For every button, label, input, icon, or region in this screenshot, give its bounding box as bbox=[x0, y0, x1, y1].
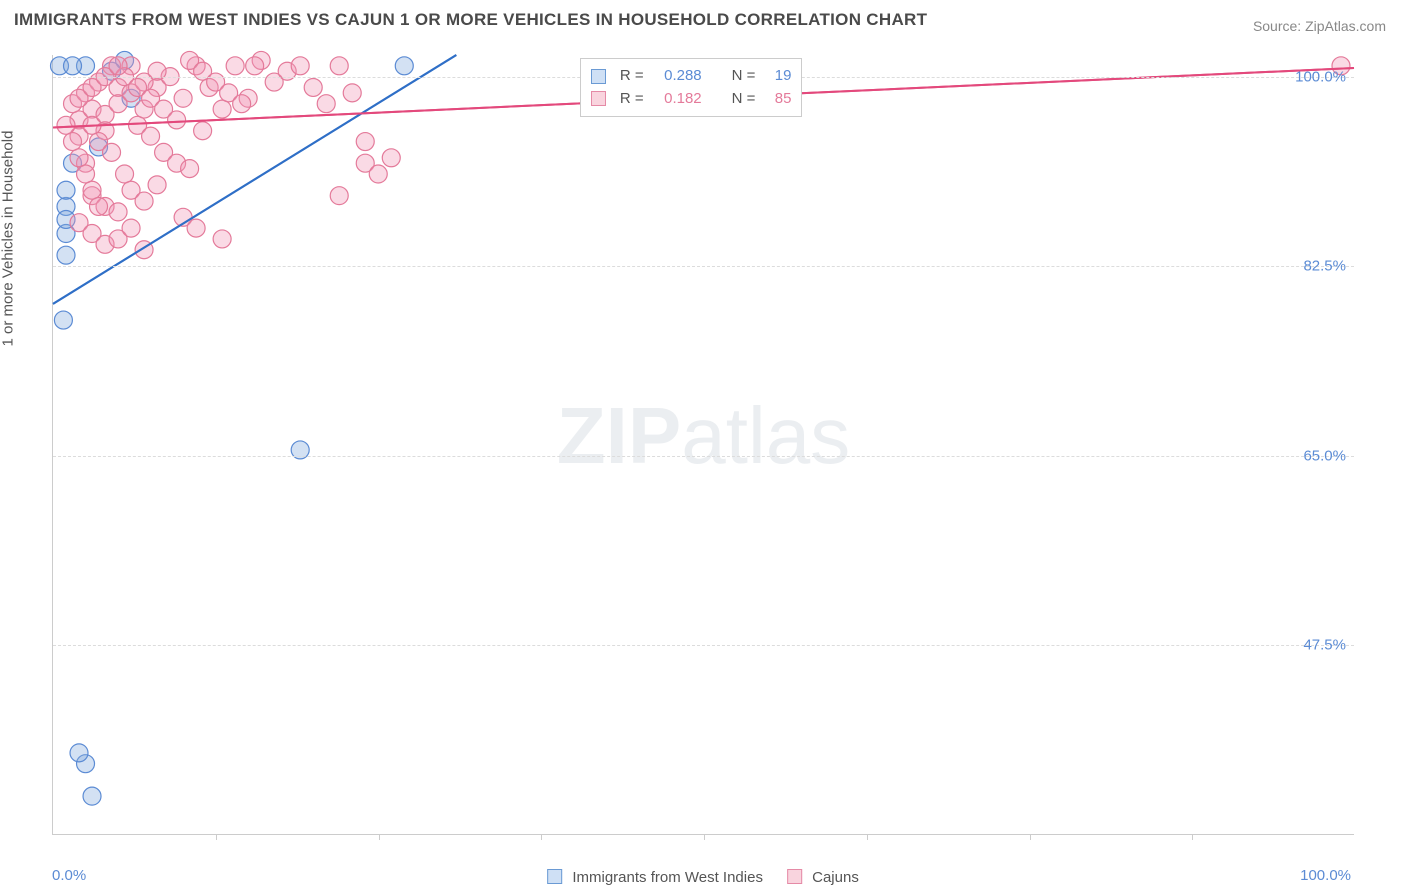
data-point bbox=[64, 133, 82, 151]
legend-stats-swatch bbox=[591, 69, 606, 84]
data-point bbox=[194, 122, 212, 140]
data-point bbox=[213, 100, 231, 118]
data-point bbox=[64, 57, 82, 75]
data-point bbox=[356, 133, 374, 151]
data-point bbox=[174, 89, 192, 107]
x-tick bbox=[1192, 834, 1193, 840]
data-point bbox=[70, 149, 88, 167]
legend-label-b: Cajuns bbox=[812, 869, 859, 886]
data-point bbox=[181, 160, 199, 178]
gridline bbox=[53, 645, 1354, 646]
data-point bbox=[90, 197, 108, 215]
chart-title: IMMIGRANTS FROM WEST INDIES VS CAJUN 1 O… bbox=[14, 10, 927, 30]
legend-stats-row: R = 0.288 N = 19 bbox=[591, 65, 792, 88]
data-point bbox=[382, 149, 400, 167]
data-point bbox=[187, 219, 205, 237]
data-point bbox=[109, 57, 127, 75]
legend-n-label: N = bbox=[732, 65, 756, 88]
data-point bbox=[70, 744, 88, 762]
y-tick-label: 100.0% bbox=[1295, 68, 1346, 85]
legend-r-label: R = bbox=[620, 88, 644, 111]
data-point bbox=[226, 57, 244, 75]
data-point bbox=[103, 143, 121, 161]
data-point bbox=[304, 78, 322, 96]
legend-bottom: Immigrants from West Indies Cajuns bbox=[547, 869, 859, 886]
legend-n-value: 85 bbox=[763, 88, 791, 111]
x-tick bbox=[216, 834, 217, 840]
legend-r-label: R = bbox=[620, 65, 644, 88]
data-point bbox=[116, 165, 134, 183]
data-point bbox=[291, 57, 309, 75]
data-point bbox=[57, 246, 75, 264]
legend-stats-box: R = 0.288 N = 19 R = 0.182 N = 85 bbox=[580, 58, 803, 117]
data-point bbox=[57, 181, 75, 199]
source-attribution: Source: ZipAtlas.com bbox=[1253, 18, 1386, 34]
data-point bbox=[317, 95, 335, 113]
legend-item-series-b: Cajuns bbox=[787, 869, 859, 886]
data-point bbox=[148, 176, 166, 194]
x-axis-max-label: 100.0% bbox=[1300, 867, 1351, 884]
gridline bbox=[53, 456, 1354, 457]
y-axis-title: 1 or more Vehicles in Household bbox=[0, 131, 17, 347]
plot-area: ZIPatlas 100.0%82.5%65.0%47.5% R =0.288N… bbox=[52, 55, 1354, 835]
data-point bbox=[135, 192, 153, 210]
chart-svg bbox=[53, 55, 1354, 834]
data-point bbox=[343, 84, 361, 102]
y-tick-label: 65.0% bbox=[1303, 447, 1346, 464]
legend-item-series-a: Immigrants from West Indies bbox=[547, 869, 763, 886]
data-point bbox=[83, 181, 101, 199]
x-tick bbox=[1030, 834, 1031, 840]
data-point bbox=[142, 127, 160, 145]
legend-n-value: 19 bbox=[763, 65, 791, 88]
data-point bbox=[83, 787, 101, 805]
legend-n-label: N = bbox=[732, 88, 756, 111]
legend-swatch-a bbox=[547, 869, 562, 884]
x-tick bbox=[379, 834, 380, 840]
x-axis-min-label: 0.0% bbox=[52, 867, 86, 884]
data-point bbox=[122, 219, 140, 237]
data-point bbox=[369, 165, 387, 183]
legend-swatch-b bbox=[787, 869, 802, 884]
data-point bbox=[330, 57, 348, 75]
data-point bbox=[109, 203, 127, 221]
data-point bbox=[246, 57, 264, 75]
data-point bbox=[213, 230, 231, 248]
gridline bbox=[53, 266, 1354, 267]
legend-stats-row: R = 0.182 N = 85 bbox=[591, 88, 792, 111]
data-point bbox=[57, 116, 75, 134]
y-tick-label: 82.5% bbox=[1303, 258, 1346, 275]
data-point bbox=[77, 165, 95, 183]
y-tick-label: 47.5% bbox=[1303, 637, 1346, 654]
x-tick bbox=[867, 834, 868, 840]
data-point bbox=[395, 57, 413, 75]
x-tick bbox=[704, 834, 705, 840]
data-point bbox=[330, 187, 348, 205]
legend-r-value: 0.288 bbox=[652, 65, 702, 88]
x-tick bbox=[541, 834, 542, 840]
legend-label-a: Immigrants from West Indies bbox=[572, 869, 763, 886]
data-point bbox=[233, 95, 251, 113]
data-point bbox=[168, 111, 186, 129]
data-point bbox=[54, 311, 72, 329]
legend-stats-swatch bbox=[591, 91, 606, 106]
legend-r-value: 0.182 bbox=[652, 88, 702, 111]
